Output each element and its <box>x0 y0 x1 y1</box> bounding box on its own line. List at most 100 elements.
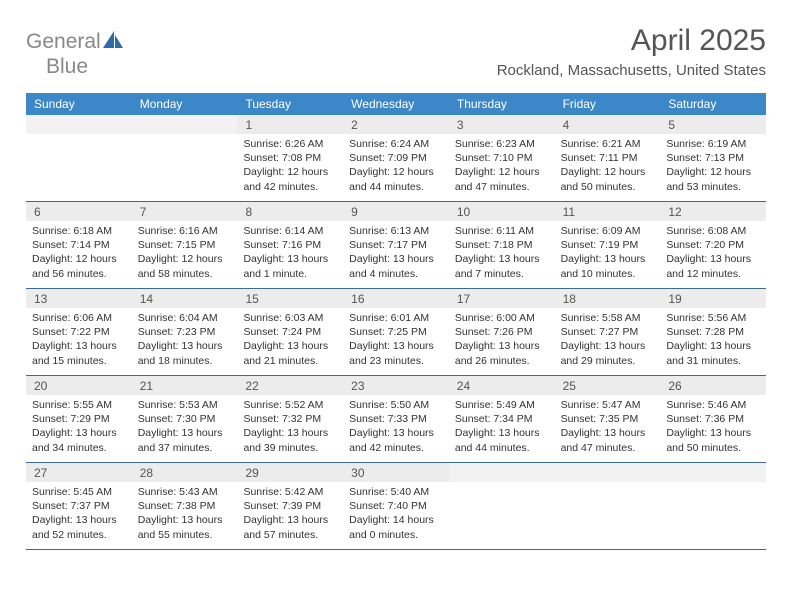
sunrise-text: Sunrise: 5:52 AM <box>243 398 337 412</box>
daylight-text-2: and 42 minutes. <box>349 441 443 455</box>
daylight-text-1: Daylight: 12 hours <box>666 165 760 179</box>
cell-body: Sunrise: 6:21 AMSunset: 7:11 PMDaylight:… <box>555 134 661 200</box>
day-number: 21 <box>132 376 238 395</box>
daylight-text-2: and 42 minutes. <box>243 180 337 194</box>
calendar-cell: 16Sunrise: 6:01 AMSunset: 7:25 PMDayligh… <box>343 289 449 375</box>
daylight-text-1: Daylight: 13 hours <box>243 426 337 440</box>
sunset-text: Sunset: 7:39 PM <box>243 499 337 513</box>
daylight-text-1: Daylight: 13 hours <box>561 426 655 440</box>
daylight-text-2: and 57 minutes. <box>243 528 337 542</box>
daylight-text-1: Daylight: 13 hours <box>32 426 126 440</box>
daylight-text-2: and 56 minutes. <box>32 267 126 281</box>
day-number: 29 <box>237 463 343 482</box>
calendar-cell: 3Sunrise: 6:23 AMSunset: 7:10 PMDaylight… <box>449 115 555 201</box>
sunset-text: Sunset: 7:22 PM <box>32 325 126 339</box>
sunset-text: Sunset: 7:25 PM <box>349 325 443 339</box>
day-number: 22 <box>237 376 343 395</box>
day-header: Sunday <box>26 93 132 115</box>
day-number: 3 <box>449 115 555 134</box>
sunset-text: Sunset: 7:18 PM <box>455 238 549 252</box>
sunrise-text: Sunrise: 5:43 AM <box>138 485 232 499</box>
day-number: 20 <box>26 376 132 395</box>
day-header: Monday <box>132 93 238 115</box>
sunrise-text: Sunrise: 5:55 AM <box>32 398 126 412</box>
calendar-cell: 8Sunrise: 6:14 AMSunset: 7:16 PMDaylight… <box>237 202 343 288</box>
calendar-grid: SundayMondayTuesdayWednesdayThursdayFrid… <box>26 93 766 550</box>
daylight-text-1: Daylight: 13 hours <box>243 339 337 353</box>
logo-text-2: Blue <box>46 55 88 79</box>
sunset-text: Sunset: 7:35 PM <box>561 412 655 426</box>
sunrise-text: Sunrise: 5:40 AM <box>349 485 443 499</box>
day-number: 13 <box>26 289 132 308</box>
sunrise-text: Sunrise: 6:13 AM <box>349 224 443 238</box>
sunrise-text: Sunrise: 5:58 AM <box>561 311 655 325</box>
cell-body: Sunrise: 6:23 AMSunset: 7:10 PMDaylight:… <box>449 134 555 200</box>
sunset-text: Sunset: 7:26 PM <box>455 325 549 339</box>
day-number: 4 <box>555 115 661 134</box>
daylight-text-2: and 52 minutes. <box>32 528 126 542</box>
sunset-text: Sunset: 7:28 PM <box>666 325 760 339</box>
daylight-text-2: and 37 minutes. <box>138 441 232 455</box>
daylight-text-1: Daylight: 13 hours <box>666 252 760 266</box>
sunrise-text: Sunrise: 6:00 AM <box>455 311 549 325</box>
cell-body: Sunrise: 6:26 AMSunset: 7:08 PMDaylight:… <box>237 134 343 200</box>
day-headers-row: SundayMondayTuesdayWednesdayThursdayFrid… <box>26 93 766 115</box>
day-header: Thursday <box>449 93 555 115</box>
daylight-text-1: Daylight: 12 hours <box>349 165 443 179</box>
calendar-cell <box>449 463 555 549</box>
day-number: 6 <box>26 202 132 221</box>
day-number: 1 <box>237 115 343 134</box>
cell-body: Sunrise: 5:47 AMSunset: 7:35 PMDaylight:… <box>555 395 661 461</box>
day-number: 10 <box>449 202 555 221</box>
daylight-text-2: and 44 minutes. <box>455 441 549 455</box>
cell-body: Sunrise: 6:03 AMSunset: 7:24 PMDaylight:… <box>237 308 343 374</box>
daylight-text-1: Daylight: 13 hours <box>561 252 655 266</box>
daylight-text-2: and 47 minutes. <box>455 180 549 194</box>
daylight-text-2: and 26 minutes. <box>455 354 549 368</box>
daylight-text-2: and 0 minutes. <box>349 528 443 542</box>
daylight-text-1: Daylight: 13 hours <box>138 339 232 353</box>
daylight-text-2: and 55 minutes. <box>138 528 232 542</box>
sunrise-text: Sunrise: 5:50 AM <box>349 398 443 412</box>
calendar-cell: 23Sunrise: 5:50 AMSunset: 7:33 PMDayligh… <box>343 376 449 462</box>
sunset-text: Sunset: 7:32 PM <box>243 412 337 426</box>
cell-body: Sunrise: 5:56 AMSunset: 7:28 PMDaylight:… <box>660 308 766 374</box>
daylight-text-2: and 53 minutes. <box>666 180 760 194</box>
week-row: 1Sunrise: 6:26 AMSunset: 7:08 PMDaylight… <box>26 115 766 202</box>
cell-body: Sunrise: 5:43 AMSunset: 7:38 PMDaylight:… <box>132 482 238 548</box>
sunrise-text: Sunrise: 6:21 AM <box>561 137 655 151</box>
sunrise-text: Sunrise: 6:26 AM <box>243 137 337 151</box>
day-header: Friday <box>555 93 661 115</box>
day-number: 28 <box>132 463 238 482</box>
daylight-text-1: Daylight: 13 hours <box>138 513 232 527</box>
cell-body: Sunrise: 5:53 AMSunset: 7:30 PMDaylight:… <box>132 395 238 461</box>
sunrise-text: Sunrise: 5:45 AM <box>32 485 126 499</box>
sunset-text: Sunset: 7:08 PM <box>243 151 337 165</box>
day-number: 19 <box>660 289 766 308</box>
sunset-text: Sunset: 7:17 PM <box>349 238 443 252</box>
daylight-text-2: and 21 minutes. <box>243 354 337 368</box>
daylight-text-2: and 34 minutes. <box>32 441 126 455</box>
day-number <box>555 463 661 482</box>
day-number: 24 <box>449 376 555 395</box>
sunset-text: Sunset: 7:34 PM <box>455 412 549 426</box>
cell-body: Sunrise: 5:55 AMSunset: 7:29 PMDaylight:… <box>26 395 132 461</box>
daylight-text-1: Daylight: 12 hours <box>138 252 232 266</box>
daylight-text-1: Daylight: 13 hours <box>138 426 232 440</box>
day-number: 27 <box>26 463 132 482</box>
sunrise-text: Sunrise: 6:01 AM <box>349 311 443 325</box>
sunset-text: Sunset: 7:16 PM <box>243 238 337 252</box>
daylight-text-1: Daylight: 13 hours <box>455 252 549 266</box>
day-number: 23 <box>343 376 449 395</box>
page-title: April 2025 <box>497 24 766 58</box>
sunset-text: Sunset: 7:09 PM <box>349 151 443 165</box>
sunset-text: Sunset: 7:29 PM <box>32 412 126 426</box>
cell-body: Sunrise: 6:13 AMSunset: 7:17 PMDaylight:… <box>343 221 449 287</box>
daylight-text-2: and 50 minutes. <box>666 441 760 455</box>
sunset-text: Sunset: 7:14 PM <box>32 238 126 252</box>
sunset-text: Sunset: 7:23 PM <box>138 325 232 339</box>
calendar-cell: 27Sunrise: 5:45 AMSunset: 7:37 PMDayligh… <box>26 463 132 549</box>
sunset-text: Sunset: 7:27 PM <box>561 325 655 339</box>
calendar-cell <box>555 463 661 549</box>
day-number: 8 <box>237 202 343 221</box>
